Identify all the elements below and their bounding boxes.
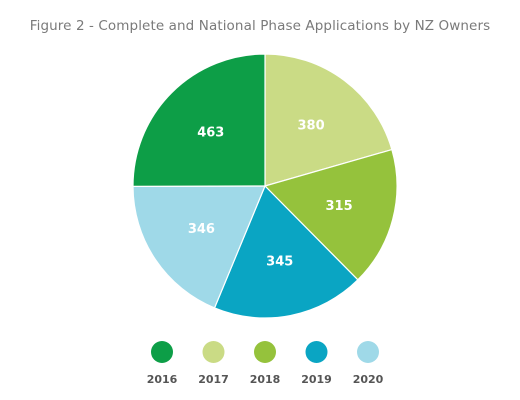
legend-swatch-2020: [357, 341, 379, 363]
pie-slice-2020: [132, 185, 266, 309]
legend-label-2020: 2020: [353, 373, 384, 386]
chart-title: Figure 2 - Complete and National Phase A…: [29, 18, 491, 34]
pie-slices: [132, 53, 398, 319]
slice-value-label-2018: 315: [326, 199, 353, 214]
slice-value-label-2019: 345: [266, 255, 293, 270]
legend-swatch-2019: [305, 341, 328, 363]
pie-slice-2019: [213, 184, 359, 319]
pie-slice-2016: [132, 53, 266, 187]
slice-value-label-2016: 463: [197, 125, 224, 140]
legend-label-2019: 2019: [301, 373, 332, 386]
pie-slice-labels: 380 315 345 346 463: [188, 118, 353, 269]
pie-slice-2017: [264, 53, 393, 187]
legend-swatch-2016: [151, 341, 173, 363]
slice-value-label-2020: 346: [188, 222, 215, 237]
legend-label-2018: 2018: [250, 373, 281, 386]
legend-swatch-2017: [202, 341, 225, 363]
legend-label-2017: 2017: [198, 373, 229, 386]
slice-value-label-2017: 380: [297, 118, 324, 133]
chart-legend: 2016 2017 2018 2019 2020: [147, 341, 384, 386]
legend-label-2016: 2016: [147, 373, 178, 386]
pie-slice-2018: [263, 148, 398, 281]
legend-swatch-2018: [254, 341, 276, 363]
